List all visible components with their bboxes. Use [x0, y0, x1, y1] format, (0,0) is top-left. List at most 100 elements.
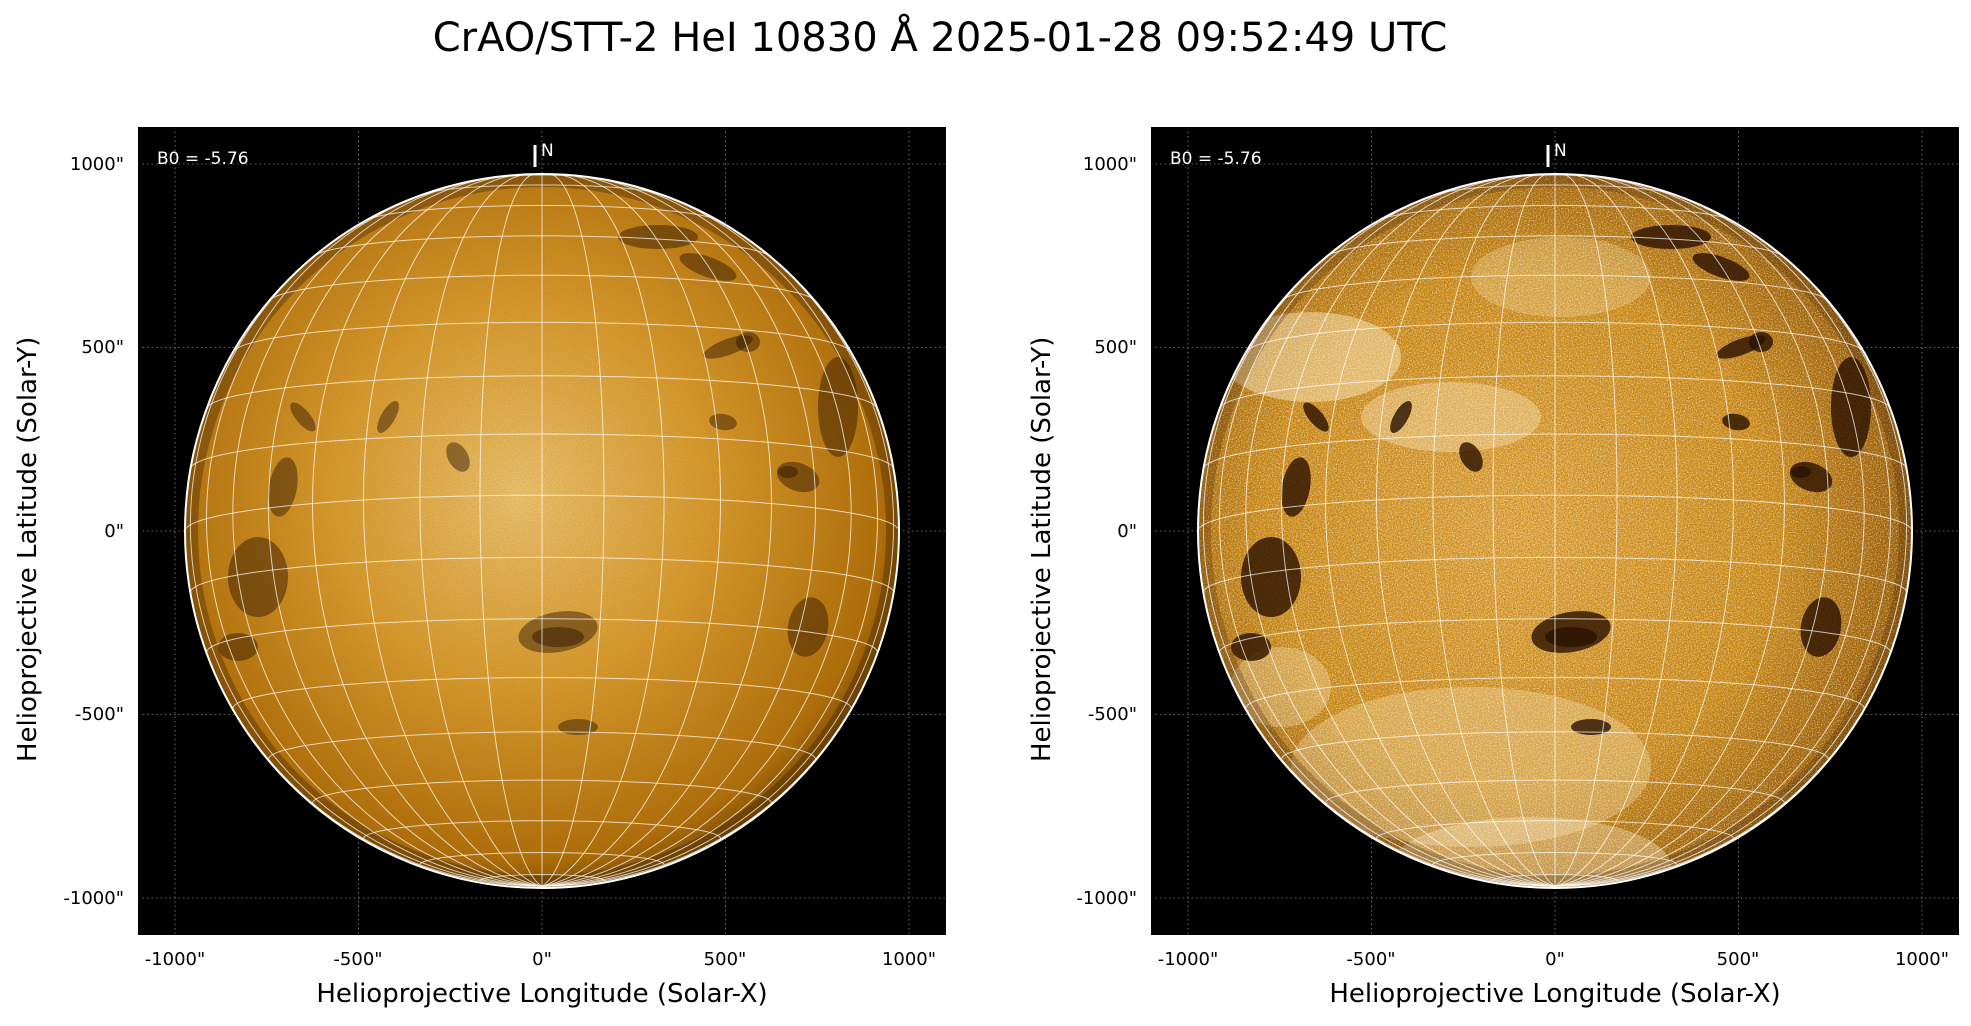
longitude-line: [541, 188, 879, 887]
longitude-line: [419, 174, 543, 887]
dark-feature: [268, 457, 298, 517]
y-tick-label: -500": [74, 704, 124, 725]
y-tick-label: 0": [1117, 521, 1137, 542]
dark-feature: [618, 225, 698, 249]
x-tick-label: 0": [532, 949, 552, 970]
y-tick-label: 1000": [69, 154, 124, 175]
limb-circle: [1197, 173, 1913, 889]
dark-feature: [1692, 253, 1750, 281]
longitude-line: [1554, 188, 1892, 887]
figure-title: CrAO/STT-2 HeI 10830 Å 2025-01-28 09:52:…: [432, 15, 1448, 61]
dark-feature: [1241, 537, 1301, 617]
x-tick-label: 1000": [881, 949, 937, 970]
dark-feature: [228, 537, 288, 617]
longitude-line: [541, 176, 817, 887]
y-tick-label: 1000": [1082, 154, 1137, 175]
longitude-line: [541, 174, 605, 887]
longitude-line: [541, 226, 895, 887]
x-axis-label: Helioprojective Longitude (Solar-X): [316, 979, 768, 1009]
dark-feature: [1303, 402, 1329, 432]
dark-feature: [1791, 466, 1811, 478]
y-tick-label: 500": [81, 337, 124, 358]
dark-feature: [446, 442, 470, 472]
longitude-line: [1218, 188, 1556, 887]
longitude-line: [1554, 174, 1786, 887]
longitude-line: [541, 174, 665, 887]
longitude-line: [1554, 174, 1678, 887]
solar-image-panel-right: B0 = -5.76 N: [1151, 127, 1959, 935]
longitude-line: [1554, 174, 1735, 887]
y-axis-label: Helioprojective Latitude (Solar-Y): [13, 336, 43, 762]
longitude-line: [311, 174, 543, 887]
dark-feature: [778, 466, 798, 478]
dark-feature: [1390, 401, 1412, 433]
longitude-line: [479, 174, 543, 887]
x-tick-label: -1000": [1157, 949, 1219, 970]
dark-feature: [1800, 597, 1842, 657]
north-label: N: [541, 141, 554, 161]
x-tick-label: -500": [333, 949, 383, 970]
dark-feature: [377, 401, 399, 433]
y-tick-label: -500": [1087, 704, 1137, 725]
longitude-line: [1554, 174, 1618, 887]
y-axis-label: Helioprojective Latitude (Solar-Y): [1027, 336, 1057, 762]
dark-feature: [787, 597, 829, 657]
solar-disk-image-left: [138, 127, 946, 935]
longitude-line: [1324, 174, 1556, 887]
longitude-line: [541, 179, 852, 887]
longitude-line: [232, 179, 543, 887]
dark-feature: [703, 335, 753, 359]
dark-feature: [776, 461, 820, 493]
b0-annotation: B0 = -5.76: [157, 149, 249, 169]
dark-feature: [1281, 457, 1311, 517]
dark-feature: [1545, 627, 1597, 647]
dark-feature: [218, 633, 258, 661]
x-tick-label: 500": [1716, 949, 1760, 970]
longitude-line: [1492, 174, 1556, 887]
dark-feature: [1631, 225, 1711, 249]
dark-feature: [558, 719, 598, 735]
dark-feature: [1231, 633, 1271, 661]
dark-feature: [679, 253, 737, 281]
plot-frame: [1151, 127, 1959, 935]
dark-feature: [818, 357, 858, 457]
dark-feature: [290, 402, 316, 432]
dark-feature: [1831, 357, 1871, 457]
longitude-line: [1554, 176, 1830, 887]
longitude-line: [1245, 179, 1556, 887]
limb-circle: [184, 173, 900, 889]
longitude-line: [1375, 174, 1556, 887]
y-tick-label: -1000": [63, 888, 124, 909]
longitude-line: [1280, 176, 1556, 887]
longitude-line: [541, 174, 722, 887]
y-tick-label: 500": [1094, 337, 1137, 358]
longitude-line: [205, 188, 543, 887]
plot-frame: [138, 127, 946, 935]
longitude-line: [1554, 226, 1908, 887]
longitude-line: [541, 174, 773, 887]
heliographic-grid: [185, 174, 899, 887]
y-tick-label: -1000": [1076, 888, 1137, 909]
dark-feature: [532, 627, 584, 647]
x-axis-label: Helioprojective Longitude (Solar-X): [1329, 979, 1781, 1009]
dark-filaments: [185, 174, 899, 888]
x-tick-label: 1000": [1894, 949, 1950, 970]
dark-feature: [1459, 442, 1483, 472]
longitude-line: [267, 176, 543, 887]
solar-disk-image-right: [1151, 127, 1959, 935]
longitude-line: [1432, 174, 1556, 887]
x-tick-label: 500": [703, 949, 747, 970]
longitude-line: [1202, 226, 1556, 887]
dark-feature: [1571, 719, 1611, 735]
dark-feature: [736, 332, 760, 352]
x-tick-label: 0": [1545, 949, 1565, 970]
dark-feature: [1749, 332, 1773, 352]
x-tick-label: -500": [1346, 949, 1396, 970]
longitude-line: [362, 174, 543, 887]
longitude-line: [1554, 179, 1865, 887]
y-tick-label: 0": [104, 521, 124, 542]
longitude-line: [189, 226, 543, 887]
north-label: N: [1554, 141, 1567, 161]
b0-annotation: B0 = -5.76: [1170, 149, 1262, 169]
bright-network-regions: [1221, 237, 1671, 888]
